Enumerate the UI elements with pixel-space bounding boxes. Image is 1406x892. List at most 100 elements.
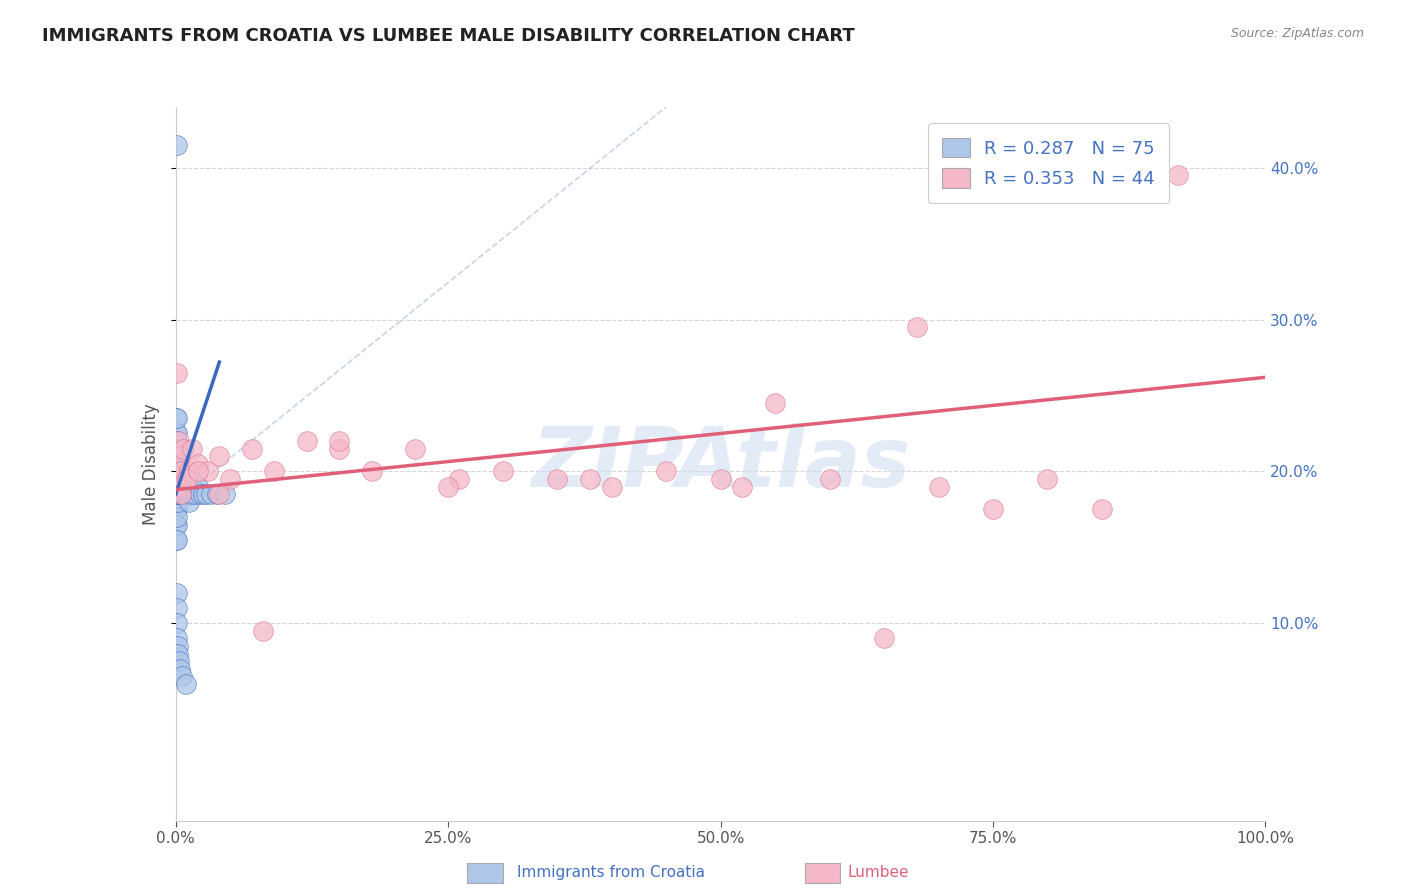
- Point: [167, 480, 190, 494]
- Point: [174, 480, 197, 494]
- Point: [240, 442, 263, 456]
- Point: [167, 487, 190, 501]
- Point: [166, 465, 188, 479]
- Text: Source: ZipAtlas.com: Source: ZipAtlas.com: [1230, 27, 1364, 40]
- Point: [167, 472, 190, 486]
- Point: [219, 472, 242, 486]
- Point: [166, 586, 188, 600]
- Point: [188, 487, 211, 501]
- Legend: R = 0.287   N = 75, R = 0.353   N = 44: R = 0.287 N = 75, R = 0.353 N = 44: [928, 123, 1170, 202]
- Point: [165, 487, 187, 501]
- Point: [180, 487, 202, 501]
- Point: [165, 411, 187, 425]
- Point: [1091, 502, 1114, 516]
- Point: [166, 472, 188, 486]
- Point: [167, 449, 190, 463]
- Point: [197, 465, 219, 479]
- Text: Immigrants from Croatia: Immigrants from Croatia: [517, 865, 704, 880]
- Point: [195, 487, 218, 501]
- Point: [205, 487, 228, 501]
- Point: [295, 434, 318, 448]
- Point: [1036, 472, 1059, 486]
- Point: [191, 487, 214, 501]
- Point: [174, 677, 197, 691]
- Point: [165, 517, 187, 532]
- Point: [177, 465, 200, 479]
- Point: [167, 465, 190, 479]
- Point: [166, 495, 188, 509]
- Point: [166, 366, 188, 380]
- Point: [492, 465, 515, 479]
- Point: [166, 465, 188, 479]
- Point: [710, 472, 733, 486]
- Point: [170, 480, 193, 494]
- Point: [166, 434, 188, 448]
- Point: [167, 465, 190, 479]
- Point: [167, 480, 190, 494]
- Point: [169, 487, 191, 501]
- Point: [200, 487, 222, 501]
- Point: [818, 472, 841, 486]
- Point: [173, 487, 195, 501]
- Y-axis label: Male Disability: Male Disability: [142, 403, 160, 524]
- Point: [167, 434, 190, 448]
- Point: [166, 442, 188, 456]
- Text: Lumbee: Lumbee: [846, 865, 908, 880]
- Point: [165, 533, 187, 547]
- Point: [905, 320, 928, 334]
- Point: [208, 449, 231, 463]
- Point: [166, 487, 188, 501]
- Point: [166, 632, 188, 646]
- Point: [172, 480, 194, 494]
- Point: [166, 487, 188, 501]
- Point: [169, 472, 191, 486]
- Point: [172, 442, 194, 456]
- Point: [579, 472, 602, 486]
- Point: [170, 472, 193, 486]
- Point: [186, 480, 209, 494]
- Point: [763, 396, 786, 410]
- Point: [169, 662, 191, 676]
- Point: [167, 487, 190, 501]
- Point: [928, 480, 950, 494]
- Point: [167, 480, 190, 494]
- Point: [165, 502, 187, 516]
- Point: [184, 487, 207, 501]
- Point: [360, 465, 382, 479]
- Point: [165, 457, 187, 471]
- Point: [166, 457, 188, 471]
- Point: [177, 495, 200, 509]
- Point: [1167, 169, 1189, 183]
- Point: [186, 457, 209, 471]
- Point: [172, 669, 194, 683]
- Point: [263, 465, 285, 479]
- Point: [328, 434, 350, 448]
- Point: [208, 487, 231, 501]
- Point: [176, 480, 198, 494]
- Point: [169, 449, 191, 463]
- Point: [873, 632, 896, 646]
- Point: [167, 480, 190, 494]
- Point: [328, 442, 350, 456]
- Point: [181, 480, 204, 494]
- Point: [167, 647, 190, 661]
- Point: [167, 639, 190, 653]
- Point: [166, 533, 188, 547]
- Point: [166, 426, 188, 441]
- Point: [169, 480, 191, 494]
- Point: [165, 442, 187, 456]
- Text: IMMIGRANTS FROM CROATIA VS LUMBEE MALE DISABILITY CORRELATION CHART: IMMIGRANTS FROM CROATIA VS LUMBEE MALE D…: [42, 27, 855, 45]
- Point: [166, 138, 188, 153]
- Point: [167, 654, 190, 668]
- Point: [166, 480, 188, 494]
- Point: [181, 442, 204, 456]
- Point: [165, 426, 187, 441]
- Point: [172, 472, 194, 486]
- Point: [447, 472, 470, 486]
- Point: [405, 442, 427, 456]
- Point: [166, 502, 188, 516]
- Point: [176, 472, 198, 486]
- Point: [170, 487, 193, 501]
- Point: [167, 495, 190, 509]
- Point: [166, 616, 188, 631]
